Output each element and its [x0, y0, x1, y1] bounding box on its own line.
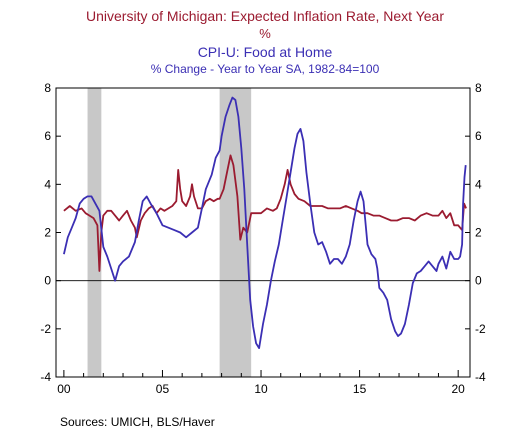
y-tick-label-left: -4: [40, 370, 51, 384]
y-tick-label-left: 8: [44, 81, 51, 95]
y-tick-label-right: 2: [475, 226, 482, 240]
x-tick-label: 20: [451, 382, 465, 396]
y-tick-label-right: 8: [475, 81, 482, 95]
series-line-cpi-food-at-home: [63, 96, 467, 349]
x-tick-label: 15: [353, 382, 367, 396]
x-tick-label: 10: [254, 382, 268, 396]
y-tick-label-left: 2: [44, 226, 51, 240]
chart-title-line-3: CPI-U: Food at Home: [198, 44, 333, 60]
x-tick-label: 00: [57, 382, 71, 396]
chart-title-line-2: %: [259, 26, 271, 41]
x-tick-label: 05: [156, 382, 170, 396]
y-tick-label-right: 4: [475, 177, 482, 191]
chart-title-line-1: University of Michigan: Expected Inflati…: [86, 8, 444, 24]
y-tick-label-left: 0: [44, 274, 51, 288]
recession-band-1: [87, 88, 102, 377]
plot-area: -4 -4-2 -20 02 24 46 68 800 05 10 15 20: [40, 81, 486, 396]
y-tick-label-left: 6: [44, 129, 51, 143]
y-tick-label-left: -2: [40, 322, 51, 336]
y-tick-label-right: 6: [475, 129, 482, 143]
series-line-expected-inflation: [63, 154, 467, 272]
y-tick-label-right: -2: [475, 322, 486, 336]
chart-title-line-4: % Change - Year to Year SA, 1982-84=100: [151, 62, 380, 76]
y-tick-label-left: 4: [44, 177, 51, 191]
y-tick-label-right: 0: [475, 274, 482, 288]
plot-frame: [55, 87, 471, 378]
y-tick-label-right: -4: [475, 370, 486, 384]
source-note: Sources: UMICH, BLS/Haver: [60, 415, 215, 429]
